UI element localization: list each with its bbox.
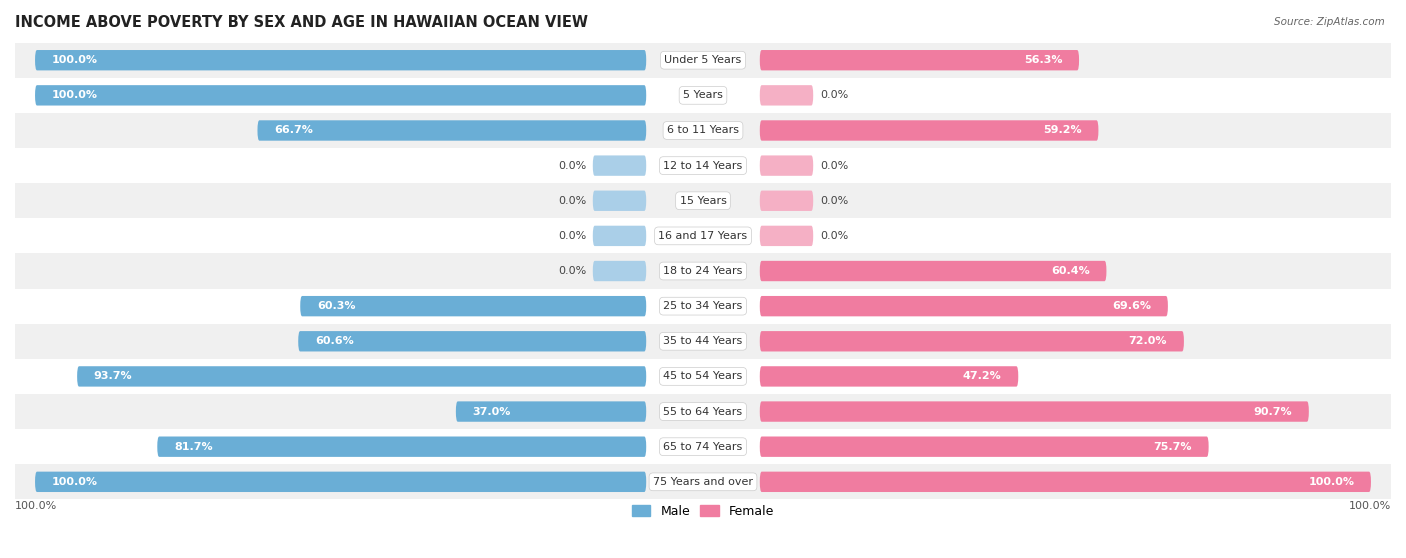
Text: 37.0%: 37.0% [472,407,510,417]
Text: 59.2%: 59.2% [1043,126,1081,136]
Text: 0.0%: 0.0% [558,266,586,276]
Text: 72.0%: 72.0% [1129,336,1167,347]
FancyBboxPatch shape [35,472,647,492]
FancyBboxPatch shape [77,366,647,387]
Text: 35 to 44 Years: 35 to 44 Years [664,336,742,347]
FancyBboxPatch shape [759,436,1209,457]
Text: 45 to 54 Years: 45 to 54 Years [664,372,742,382]
Bar [15,429,1391,464]
FancyBboxPatch shape [759,225,813,246]
Text: 90.7%: 90.7% [1254,407,1292,417]
Text: 81.7%: 81.7% [174,442,212,451]
Text: 60.3%: 60.3% [316,301,356,311]
Bar [15,253,1391,288]
FancyBboxPatch shape [759,401,1309,422]
Text: 0.0%: 0.0% [820,161,848,171]
FancyBboxPatch shape [759,121,1098,141]
Bar [15,42,1391,78]
FancyBboxPatch shape [759,472,1371,492]
Text: 5 Years: 5 Years [683,90,723,100]
Text: 18 to 24 Years: 18 to 24 Years [664,266,742,276]
FancyBboxPatch shape [759,296,1168,316]
Text: 100.0%: 100.0% [52,55,98,65]
FancyBboxPatch shape [759,50,1078,70]
FancyBboxPatch shape [759,85,813,105]
FancyBboxPatch shape [456,401,647,422]
Text: 60.4%: 60.4% [1052,266,1090,276]
FancyBboxPatch shape [759,366,1018,387]
Text: 0.0%: 0.0% [558,161,586,171]
Text: 66.7%: 66.7% [274,126,314,136]
Legend: Male, Female: Male, Female [627,499,779,522]
FancyBboxPatch shape [759,156,813,176]
Bar [15,218,1391,253]
FancyBboxPatch shape [593,225,647,246]
Bar [15,113,1391,148]
Text: 15 Years: 15 Years [679,196,727,206]
Text: 60.6%: 60.6% [315,336,354,347]
FancyBboxPatch shape [593,261,647,281]
Text: 93.7%: 93.7% [94,372,132,382]
FancyBboxPatch shape [257,121,647,141]
Bar [15,288,1391,324]
Text: Source: ZipAtlas.com: Source: ZipAtlas.com [1274,17,1385,27]
FancyBboxPatch shape [593,191,647,211]
Text: 65 to 74 Years: 65 to 74 Years [664,442,742,451]
Text: 55 to 64 Years: 55 to 64 Years [664,407,742,417]
FancyBboxPatch shape [759,261,1107,281]
Bar [15,183,1391,218]
Text: 100.0%: 100.0% [52,90,98,100]
Text: 6 to 11 Years: 6 to 11 Years [666,126,740,136]
Bar [15,464,1391,499]
Bar [15,359,1391,394]
FancyBboxPatch shape [759,331,1184,352]
Text: 0.0%: 0.0% [820,231,848,241]
FancyBboxPatch shape [301,296,647,316]
Text: 75 Years and over: 75 Years and over [652,477,754,487]
Text: 100.0%: 100.0% [52,477,98,487]
Text: 75.7%: 75.7% [1153,442,1192,451]
Text: 100.0%: 100.0% [15,501,58,511]
Bar [15,148,1391,183]
Bar [15,78,1391,113]
FancyBboxPatch shape [35,85,647,105]
Text: 100.0%: 100.0% [1308,477,1354,487]
FancyBboxPatch shape [157,436,647,457]
Text: INCOME ABOVE POVERTY BY SEX AND AGE IN HAWAIIAN OCEAN VIEW: INCOME ABOVE POVERTY BY SEX AND AGE IN H… [15,15,588,30]
Text: 69.6%: 69.6% [1112,301,1152,311]
Text: 25 to 34 Years: 25 to 34 Years [664,301,742,311]
Text: 0.0%: 0.0% [820,196,848,206]
FancyBboxPatch shape [298,331,647,352]
FancyBboxPatch shape [593,156,647,176]
Text: 56.3%: 56.3% [1024,55,1063,65]
Text: 12 to 14 Years: 12 to 14 Years [664,161,742,171]
Text: 100.0%: 100.0% [1348,501,1391,511]
Text: 0.0%: 0.0% [558,231,586,241]
Text: 0.0%: 0.0% [558,196,586,206]
FancyBboxPatch shape [759,191,813,211]
Text: 47.2%: 47.2% [963,372,1001,382]
Text: Under 5 Years: Under 5 Years [665,55,741,65]
Text: 0.0%: 0.0% [820,90,848,100]
Bar [15,324,1391,359]
Bar [15,394,1391,429]
Text: 16 and 17 Years: 16 and 17 Years [658,231,748,241]
FancyBboxPatch shape [35,50,647,70]
